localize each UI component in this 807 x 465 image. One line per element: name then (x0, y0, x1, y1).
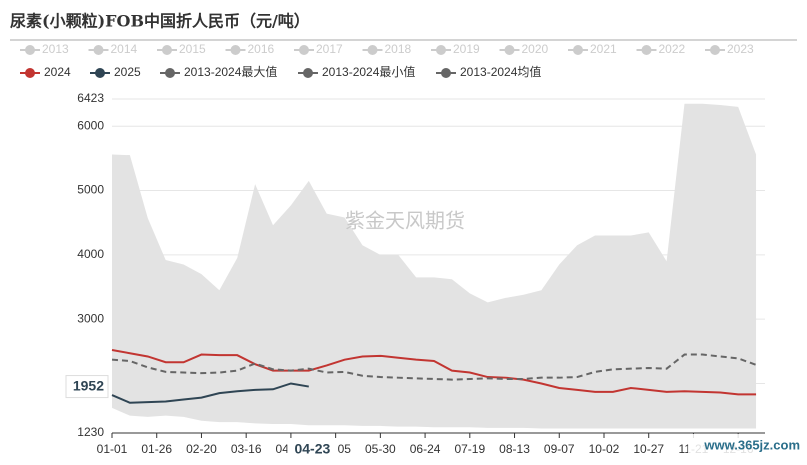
series-line (111, 349, 757, 396)
x-tick-label: 02-20 (186, 442, 217, 456)
legend-label: 2013 (42, 42, 69, 56)
legend-label: 2019 (453, 42, 480, 56)
legend-label: 2013-2024最大值 (184, 64, 277, 79)
x-tick-label: 03-16 (231, 442, 262, 456)
watermark: 紫金天风期货 (345, 209, 465, 232)
legend-marker (165, 68, 175, 78)
crosshair-x-label: 04-23 (294, 441, 330, 457)
crosshair-x-box (287, 438, 338, 460)
y-tick-label: 4000 (77, 247, 104, 261)
y-tick-label: 1230 (77, 425, 104, 439)
source: www.365jz.com (703, 437, 800, 452)
legend-marker (641, 45, 652, 55)
x-tick-label: 01-26 (141, 442, 172, 456)
chart-title: 尿素(小颗粒)FOB中国折人民币（元/吨） (10, 12, 310, 31)
legend-marker (573, 45, 583, 55)
legend-marker (25, 45, 35, 55)
legend-marker (162, 45, 172, 55)
legend-marker (230, 45, 241, 55)
series-line (111, 382, 309, 404)
legend-marker (710, 45, 720, 55)
legend-label: 2018 (385, 42, 412, 56)
x-tick-label: 10-02 (589, 442, 620, 456)
legend-label: 2025 (114, 65, 141, 79)
legend-label: 2016 (248, 42, 275, 56)
crosshair-y-box (65, 375, 109, 399)
y-tick-label: 6423 (77, 91, 104, 105)
x-tick-label: 07-19 (454, 442, 485, 456)
legend-label: 2022 (659, 42, 686, 56)
legend-label: 2014 (111, 42, 138, 56)
legend-marker (93, 45, 104, 55)
legend-marker (25, 68, 35, 78)
legend-marker (299, 45, 309, 55)
source-box (688, 434, 807, 458)
x-tick-label: 10-27 (633, 442, 664, 456)
y-tick-label: 6000 (77, 118, 104, 132)
legend-marker (303, 68, 313, 78)
y-tick-label: 5000 (77, 183, 104, 197)
x-tick-label: 06-24 (410, 442, 441, 456)
legend-label: 2023 (727, 42, 754, 56)
legend-label: 2013-2024最小值 (322, 64, 415, 79)
legend-label: 2021 (590, 42, 617, 56)
x-tick-label: 05-30 (365, 442, 396, 456)
legend-label: 2020 (522, 42, 549, 56)
x-tick-label: 09-07 (544, 442, 575, 456)
legend-label: 2015 (179, 42, 206, 56)
legend-label: 2013-2024均值 (460, 64, 541, 79)
legend-marker (95, 68, 105, 78)
legend-label: 2024 (44, 65, 71, 79)
legend-marker (367, 45, 378, 55)
legend-label: 2017 (316, 42, 343, 56)
crosshair-y-label: 1952 (73, 377, 104, 393)
x-tick-label: 08-13 (499, 442, 530, 456)
x-tick-label: 01-01 (97, 442, 128, 456)
legend-marker (436, 45, 446, 55)
legend-marker (441, 68, 451, 78)
legend-marker (504, 45, 515, 55)
series-line (111, 353, 757, 381)
range-band (112, 103, 757, 429)
y-tick-label: 3000 (77, 311, 104, 325)
